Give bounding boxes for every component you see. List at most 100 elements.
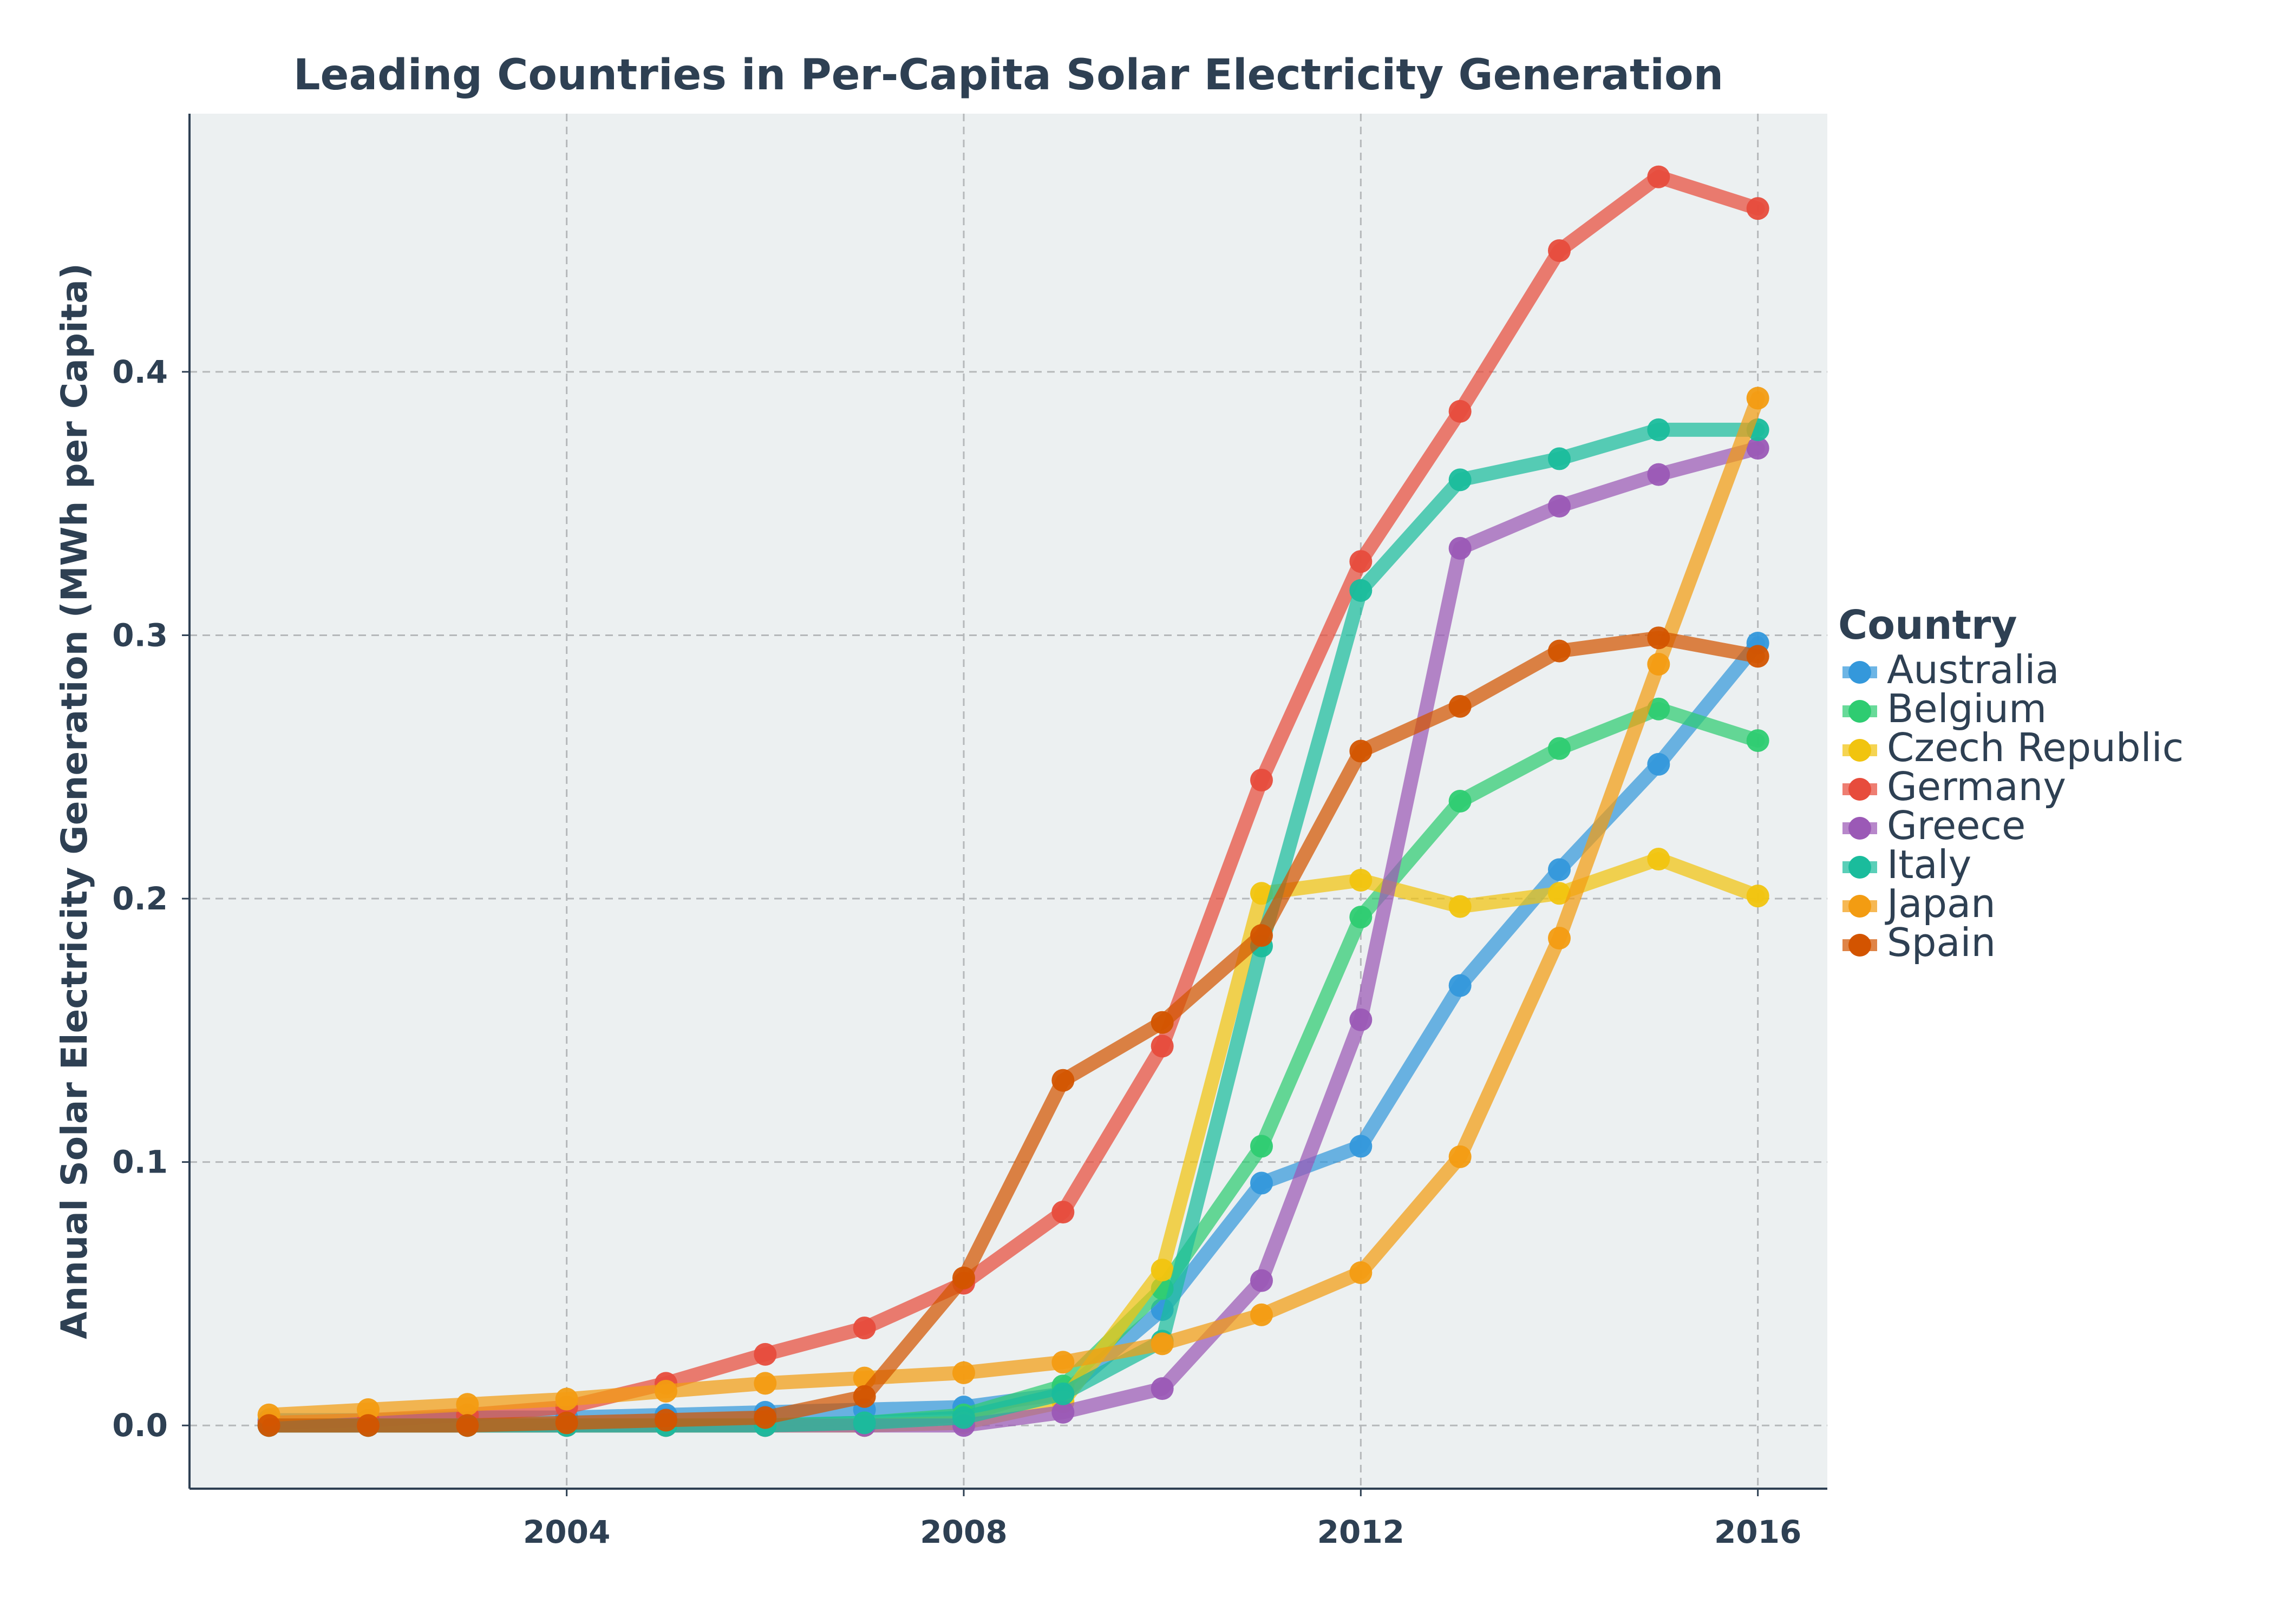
data-point-greece	[1548, 495, 1571, 518]
data-point-czech-republic	[1349, 868, 1373, 892]
legend-label: Greece	[1887, 803, 2025, 848]
data-point-belgium	[1746, 729, 1769, 752]
legend-swatch-marker	[1848, 934, 1871, 957]
data-point-italy	[1349, 579, 1373, 602]
data-point-italy	[1448, 468, 1472, 492]
legend-label: Germany	[1887, 764, 2066, 809]
data-point-japan	[1448, 1145, 1472, 1168]
data-point-greece	[1250, 1269, 1273, 1292]
plot-area	[190, 114, 1827, 1489]
data-point-czech-republic	[1151, 1259, 1174, 1282]
data-point-spain	[1250, 924, 1273, 947]
data-point-germany	[1349, 550, 1373, 573]
legend-item-spain: Spain	[1842, 920, 1996, 965]
data-point-japan	[357, 1398, 380, 1422]
axes	[188, 114, 1827, 1490]
series-line-germany	[262, 169, 1765, 1430]
legend-item-australia: Australia	[1842, 647, 2059, 692]
x-tick-label: 2016	[1714, 1514, 1801, 1550]
data-point-belgium	[1250, 1135, 1273, 1158]
data-point-germany	[1746, 197, 1769, 220]
data-point-japan	[1647, 652, 1670, 676]
data-point-japan	[655, 1379, 677, 1403]
y-tick-label: 0.1	[112, 1144, 168, 1181]
data-point-spain	[357, 1414, 380, 1437]
data-point-spain	[853, 1385, 876, 1408]
chart-title: Leading Countries in Per-Capita Solar El…	[293, 51, 1723, 100]
data-point-germany	[1647, 165, 1670, 188]
data-point-italy	[1548, 447, 1571, 470]
data-point-czech-republic	[1448, 895, 1472, 918]
x-tick-label: 2004	[523, 1514, 610, 1550]
x-tick-label: 2012	[1317, 1514, 1404, 1550]
data-point-australia	[1349, 1135, 1373, 1158]
data-point-spain	[1151, 1011, 1174, 1034]
legend-label: Japan	[1885, 881, 1996, 926]
data-point-spain	[555, 1411, 578, 1435]
y-axis-label: Annual Solar Electricity Generation (MWh…	[54, 263, 95, 1339]
data-point-japan	[1548, 927, 1571, 950]
data-point-germany	[1051, 1201, 1075, 1224]
data-point-belgium	[1548, 737, 1571, 760]
data-point-italy	[1647, 418, 1670, 441]
data-point-belgium	[1349, 906, 1373, 929]
legend-item-italy: Italy	[1842, 842, 1971, 887]
legend-swatch-marker	[1848, 700, 1871, 723]
data-point-czech-republic	[1746, 885, 1769, 908]
data-point-australia	[1448, 974, 1472, 997]
data-point-spain	[1548, 639, 1571, 663]
data-point-greece	[1647, 463, 1670, 486]
series-line-japan	[262, 391, 1765, 1422]
data-point-spain	[1051, 1069, 1075, 1092]
tick-labels: 2004 2008 2012 2016 0.0 0.1 0.2 0.3 0.4	[112, 353, 1801, 1550]
data-point-spain	[754, 1406, 777, 1429]
data-point-spain	[952, 1266, 975, 1289]
data-point-greece	[1151, 1377, 1174, 1400]
y-tick-label: 0.4	[112, 353, 168, 390]
legend-label: Australia	[1887, 647, 2059, 692]
legend-background	[1838, 595, 2266, 968]
data-point-greece	[1051, 1400, 1075, 1424]
data-point-japan	[1250, 1303, 1273, 1326]
data-point-germany	[1448, 400, 1472, 423]
data-point-japan	[952, 1361, 975, 1384]
legend-label: Czech Republic	[1887, 725, 2184, 770]
legend-label: Italy	[1887, 842, 1971, 887]
data-point-italy	[853, 1411, 876, 1435]
y-tick-label: 0.3	[112, 617, 168, 653]
data-point-germany	[754, 1343, 777, 1366]
y-tick-label: 0.0	[112, 1407, 168, 1444]
legend-item-germany: Germany	[1842, 764, 2066, 809]
data-point-japan	[1349, 1261, 1373, 1284]
data-point-italy	[952, 1406, 975, 1429]
legend-title: Country	[1838, 602, 2017, 649]
legend-swatch-marker	[1848, 895, 1871, 918]
y-tick-label: 0.2	[112, 880, 168, 917]
data-point-czech-republic	[1250, 882, 1273, 905]
legend-swatch-marker	[1848, 778, 1871, 801]
legend-item-belgium: Belgium	[1842, 686, 2047, 731]
data-point-australia	[1647, 752, 1670, 776]
data-point-greece	[1448, 536, 1472, 560]
series-group	[257, 165, 1769, 1437]
data-point-spain	[655, 1409, 677, 1432]
data-point-greece	[1349, 1008, 1373, 1031]
legend-item-greece: Greece	[1842, 803, 2025, 848]
series-line-spain	[262, 631, 1765, 1433]
legend-swatch-marker	[1848, 817, 1871, 840]
legend-swatch-marker	[1848, 661, 1871, 684]
data-point-belgium	[1448, 790, 1472, 813]
data-point-germany	[1548, 239, 1571, 263]
data-point-japan	[1051, 1351, 1075, 1374]
data-point-spain	[257, 1414, 280, 1437]
data-point-czech-republic	[1548, 882, 1571, 905]
legend-label: Spain	[1887, 920, 1996, 965]
data-point-australia	[1548, 858, 1571, 881]
data-point-spain	[1448, 695, 1472, 718]
series-spain	[257, 626, 1769, 1437]
data-point-japan	[1151, 1332, 1174, 1355]
legend-item-japan: Japan	[1842, 881, 1996, 926]
data-point-japan	[754, 1372, 777, 1395]
